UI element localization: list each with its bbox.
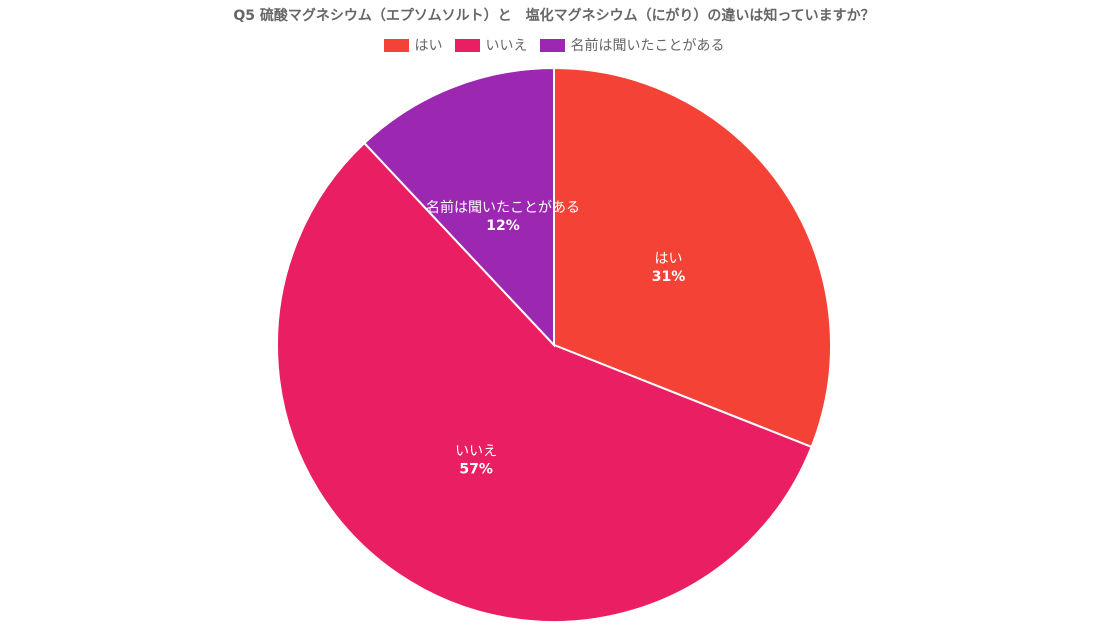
legend-swatch-yes xyxy=(383,38,409,52)
legend-item-no[interactable]: いいえ xyxy=(454,35,528,55)
legend-swatch-no xyxy=(454,38,480,52)
slice-label-heard-of-name: 名前は聞いたことがある xyxy=(426,199,580,216)
chart-title: Q5 硫酸マグネシウム（エプソムソルト）と 塩化マグネシウム（にがり）の違いは知… xyxy=(233,8,875,24)
legend-label-no: いいえ xyxy=(485,38,528,54)
slice-label-no: いいえ xyxy=(455,444,497,460)
pie-slice-no[interactable] xyxy=(276,141,813,623)
slice-value-heard-of-name: 12% xyxy=(486,218,520,234)
slice-value-no: 57% xyxy=(459,462,493,478)
pie-slice-yes[interactable] xyxy=(553,66,832,449)
legend-label-yes: はい xyxy=(414,38,443,54)
slice-label-yes: はい xyxy=(655,251,683,267)
legend-label-heard-of-name: 名前は聞いたことがある xyxy=(570,38,725,54)
legend-item-heard-of-name[interactable]: 名前は聞いたことがある xyxy=(539,35,725,55)
legend-item-yes[interactable]: はい xyxy=(383,35,443,55)
chart-legend: はい いいえ 名前は聞いたことがある xyxy=(0,35,1108,55)
legend-swatch-heard-of-name xyxy=(539,38,565,52)
pie-slice-heard-of-name[interactable] xyxy=(362,66,555,348)
slice-value-yes: 31% xyxy=(652,269,686,285)
